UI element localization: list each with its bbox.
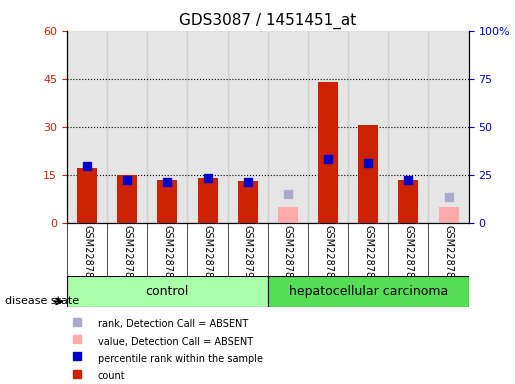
Bar xyxy=(77,168,97,223)
Bar xyxy=(348,31,388,223)
Text: disease state: disease state xyxy=(5,296,79,306)
Text: GSM228790: GSM228790 xyxy=(243,225,253,285)
Bar xyxy=(238,181,258,223)
Bar xyxy=(107,31,147,223)
Text: GSM228787: GSM228787 xyxy=(122,225,132,285)
Text: control: control xyxy=(146,285,189,298)
Text: GSM228783: GSM228783 xyxy=(363,225,373,285)
Text: GSM228785: GSM228785 xyxy=(443,225,454,285)
Text: GSM228784: GSM228784 xyxy=(403,225,414,285)
Bar xyxy=(147,31,187,223)
Bar xyxy=(117,175,138,223)
Bar xyxy=(67,31,107,223)
Bar xyxy=(308,31,348,223)
Text: GSM228782: GSM228782 xyxy=(323,225,333,285)
Bar xyxy=(268,31,308,223)
Bar xyxy=(268,276,469,307)
Text: percentile rank within the sample: percentile rank within the sample xyxy=(98,354,263,364)
Bar xyxy=(399,180,419,223)
Bar xyxy=(358,125,378,223)
Bar xyxy=(67,276,268,307)
Text: GSM228781: GSM228781 xyxy=(283,225,293,285)
Bar xyxy=(228,31,268,223)
Text: count: count xyxy=(98,371,126,381)
Bar xyxy=(158,180,178,223)
Text: GSM228789: GSM228789 xyxy=(202,225,213,285)
Bar xyxy=(187,31,228,223)
Text: GSM228786: GSM228786 xyxy=(82,225,92,285)
Title: GDS3087 / 1451451_at: GDS3087 / 1451451_at xyxy=(179,13,356,29)
Text: GSM228788: GSM228788 xyxy=(162,225,173,285)
Text: value, Detection Call = ABSENT: value, Detection Call = ABSENT xyxy=(98,337,253,347)
Bar xyxy=(198,178,218,223)
Bar xyxy=(318,82,338,223)
Text: hepatocellular carcinoma: hepatocellular carcinoma xyxy=(288,285,448,298)
Text: rank, Detection Call = ABSENT: rank, Detection Call = ABSENT xyxy=(98,319,248,329)
Bar xyxy=(388,31,428,223)
Bar xyxy=(278,207,298,223)
Bar xyxy=(428,31,469,223)
Bar xyxy=(439,207,459,223)
